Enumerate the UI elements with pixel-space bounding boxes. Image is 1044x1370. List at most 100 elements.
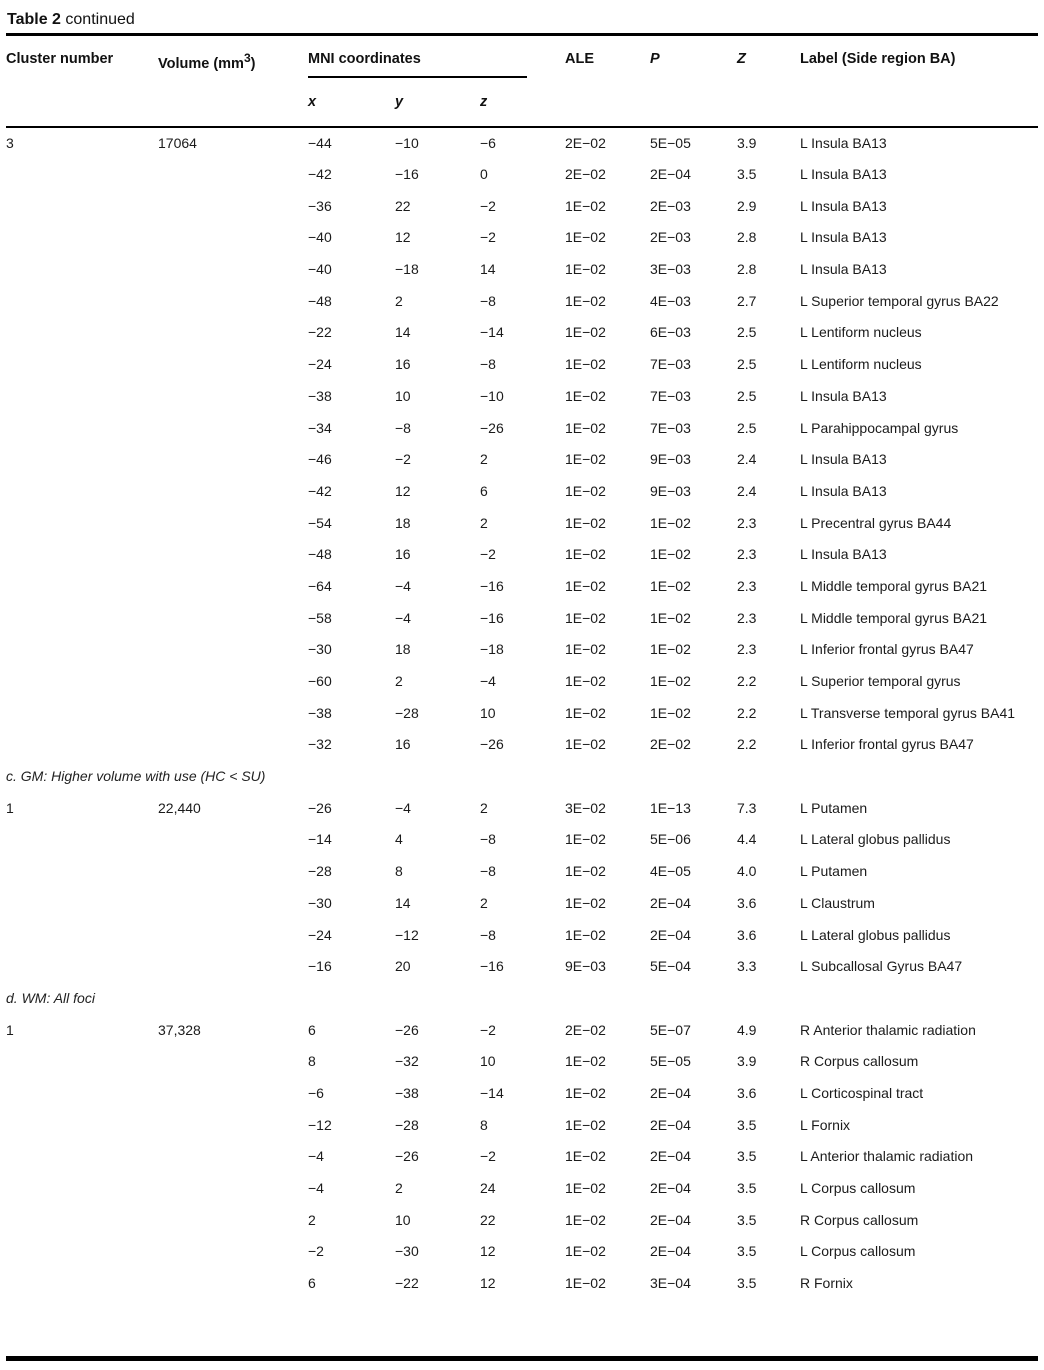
cell-cluster xyxy=(6,253,158,285)
cell-zscore: 2.9 xyxy=(737,197,757,214)
cell-ale: 1E−02 xyxy=(565,261,606,278)
cell-volume xyxy=(158,412,308,444)
cell-label: L Superior temporal gyrus BA22 xyxy=(800,292,999,309)
cell-z: −26 xyxy=(480,419,504,436)
cell-zscore: 7.3 xyxy=(737,799,757,816)
header-row-subcolumns: x y z xyxy=(6,82,1038,127)
cell-x: −44 xyxy=(308,134,332,151)
cell-p: 7E−03 xyxy=(650,419,691,436)
table-row: 1 22,440 −26 −4 2 3E−02 1E−13 7.3 L Putamen xyxy=(6,792,1038,824)
cell-label: L Lentiform nucleus xyxy=(800,356,922,373)
cell-y: 18 xyxy=(395,514,411,531)
cell-zscore: 3.5 xyxy=(737,166,757,183)
cell-label: R Anterior thalamic radiation xyxy=(800,1021,976,1038)
table-row: −64 −4 −16 1E−02 1E−02 2.3 L Middle temporal g… xyxy=(6,570,1038,602)
cell-x: −42 xyxy=(308,482,332,499)
cell-cluster xyxy=(6,1077,158,1109)
cell-label: L Lentiform nucleus xyxy=(800,324,922,341)
cell-cluster xyxy=(6,1267,158,1299)
cell-z: 24 xyxy=(480,1180,496,1197)
cell-zscore: 4.4 xyxy=(737,831,757,848)
subcol-header-y: y xyxy=(395,93,404,110)
cell-ale: 1E−02 xyxy=(565,863,606,880)
cell-x: −24 xyxy=(308,926,332,943)
cell-label: L Insula BA13 xyxy=(800,166,887,183)
cell-z: −2 xyxy=(480,546,496,563)
cell-ale: 1E−02 xyxy=(565,1243,606,1260)
cell-volume xyxy=(158,634,308,666)
table-bottom-rule xyxy=(6,1356,1038,1361)
cell-label: L Insula BA13 xyxy=(800,229,887,246)
cell-ale: 1E−02 xyxy=(565,673,606,690)
cell-y: 20 xyxy=(395,958,411,975)
cell-z: −8 xyxy=(480,356,496,373)
cell-z: 2 xyxy=(480,451,488,468)
cell-ale: 1E−02 xyxy=(565,1148,606,1165)
cell-volume xyxy=(158,1077,308,1109)
cell-z: −8 xyxy=(480,926,496,943)
cell-z: 22 xyxy=(480,1211,496,1228)
cell-x: −34 xyxy=(308,419,332,436)
cell-y: −4 xyxy=(395,799,411,816)
cell-x: −46 xyxy=(308,451,332,468)
cell-x: −24 xyxy=(308,356,332,373)
cell-zscore: 2.8 xyxy=(737,229,757,246)
cell-p: 1E−13 xyxy=(650,799,691,816)
cell-p: 2E−04 xyxy=(650,894,691,911)
cell-volume xyxy=(158,507,308,539)
cell-zscore: 3.5 xyxy=(737,1211,757,1228)
cell-x: 6 xyxy=(308,1275,316,1292)
cell-y: 10 xyxy=(395,387,411,404)
cell-zscore: 2.2 xyxy=(737,704,757,721)
cell-x: −38 xyxy=(308,704,332,721)
cell-p: 1E−02 xyxy=(650,704,691,721)
cell-zscore: 4.0 xyxy=(737,863,757,880)
cell-cluster xyxy=(6,317,158,349)
cell-label: L Precentral gyrus BA44 xyxy=(800,514,952,531)
cell-zscore: 2.3 xyxy=(737,641,757,658)
cell-ale: 3E−02 xyxy=(565,799,606,816)
header-row-main: Cluster number Volume (mm3) MNI coordina… xyxy=(6,35,1038,82)
table-row: −32 16 −26 1E−02 2E−02 2.2 L Inferior frontal … xyxy=(6,729,1038,761)
cell-p: 3E−03 xyxy=(650,261,691,278)
cell-zscore: 2.2 xyxy=(737,673,757,690)
cell-label: L Insula BA13 xyxy=(800,261,887,278)
cell-cluster xyxy=(6,285,158,317)
table-title-number: Table 2 xyxy=(7,11,61,28)
cell-zscore: 2.3 xyxy=(737,546,757,563)
table-row: 3 17064 −44 −10 −6 2E−02 5E−05 3.9 L Insula BA13 xyxy=(6,127,1038,159)
cell-volume: 17064 xyxy=(158,134,197,151)
cell-label: L Superior temporal gyrus xyxy=(800,673,961,690)
cell-p: 4E−03 xyxy=(650,292,691,309)
cell-cluster xyxy=(6,570,158,602)
cell-z: −14 xyxy=(480,324,504,341)
cell-z: 2 xyxy=(480,894,488,911)
cell-x: −40 xyxy=(308,229,332,246)
cell-x: −30 xyxy=(308,894,332,911)
cell-ale: 2E−02 xyxy=(565,134,606,151)
cell-z: −16 xyxy=(480,958,504,975)
table-row: −6 −38 −14 1E−02 2E−04 3.6 L Corticospinal tra… xyxy=(6,1077,1038,1109)
cell-ale: 1E−02 xyxy=(565,577,606,594)
table-row: −4 −26 −2 1E−02 2E−04 3.5 L Anterior thalamic … xyxy=(6,1141,1038,1173)
cell-p: 2E−04 xyxy=(650,926,691,943)
cell-y: 8 xyxy=(395,863,403,880)
cell-x: −6 xyxy=(308,1084,324,1101)
cell-ale: 1E−02 xyxy=(565,324,606,341)
table-row: −38 −28 10 1E−02 1E−02 2.2 L Transverse tempor… xyxy=(6,697,1038,729)
cell-label: L Corticospinal tract xyxy=(800,1084,924,1101)
cell-zscore: 3.6 xyxy=(737,1084,757,1101)
cell-volume xyxy=(158,697,308,729)
cell-label: L Putamen xyxy=(800,799,868,816)
results-table: Cluster number Volume (mm3) MNI coordina… xyxy=(6,33,1038,1299)
cell-cluster: 1 xyxy=(6,1021,14,1038)
cell-zscore: 3.9 xyxy=(737,134,757,151)
table-row: −48 2 −8 1E−02 4E−03 2.7 L Superior temporal g… xyxy=(6,285,1038,317)
subcol-header-z: z xyxy=(480,93,488,110)
cell-ale: 1E−02 xyxy=(565,1084,606,1101)
cell-cluster xyxy=(6,538,158,570)
cell-ale: 1E−02 xyxy=(565,1053,606,1070)
cell-label: L Subcallosal Gyrus BA47 xyxy=(800,958,963,975)
cell-ale: 1E−02 xyxy=(565,419,606,436)
